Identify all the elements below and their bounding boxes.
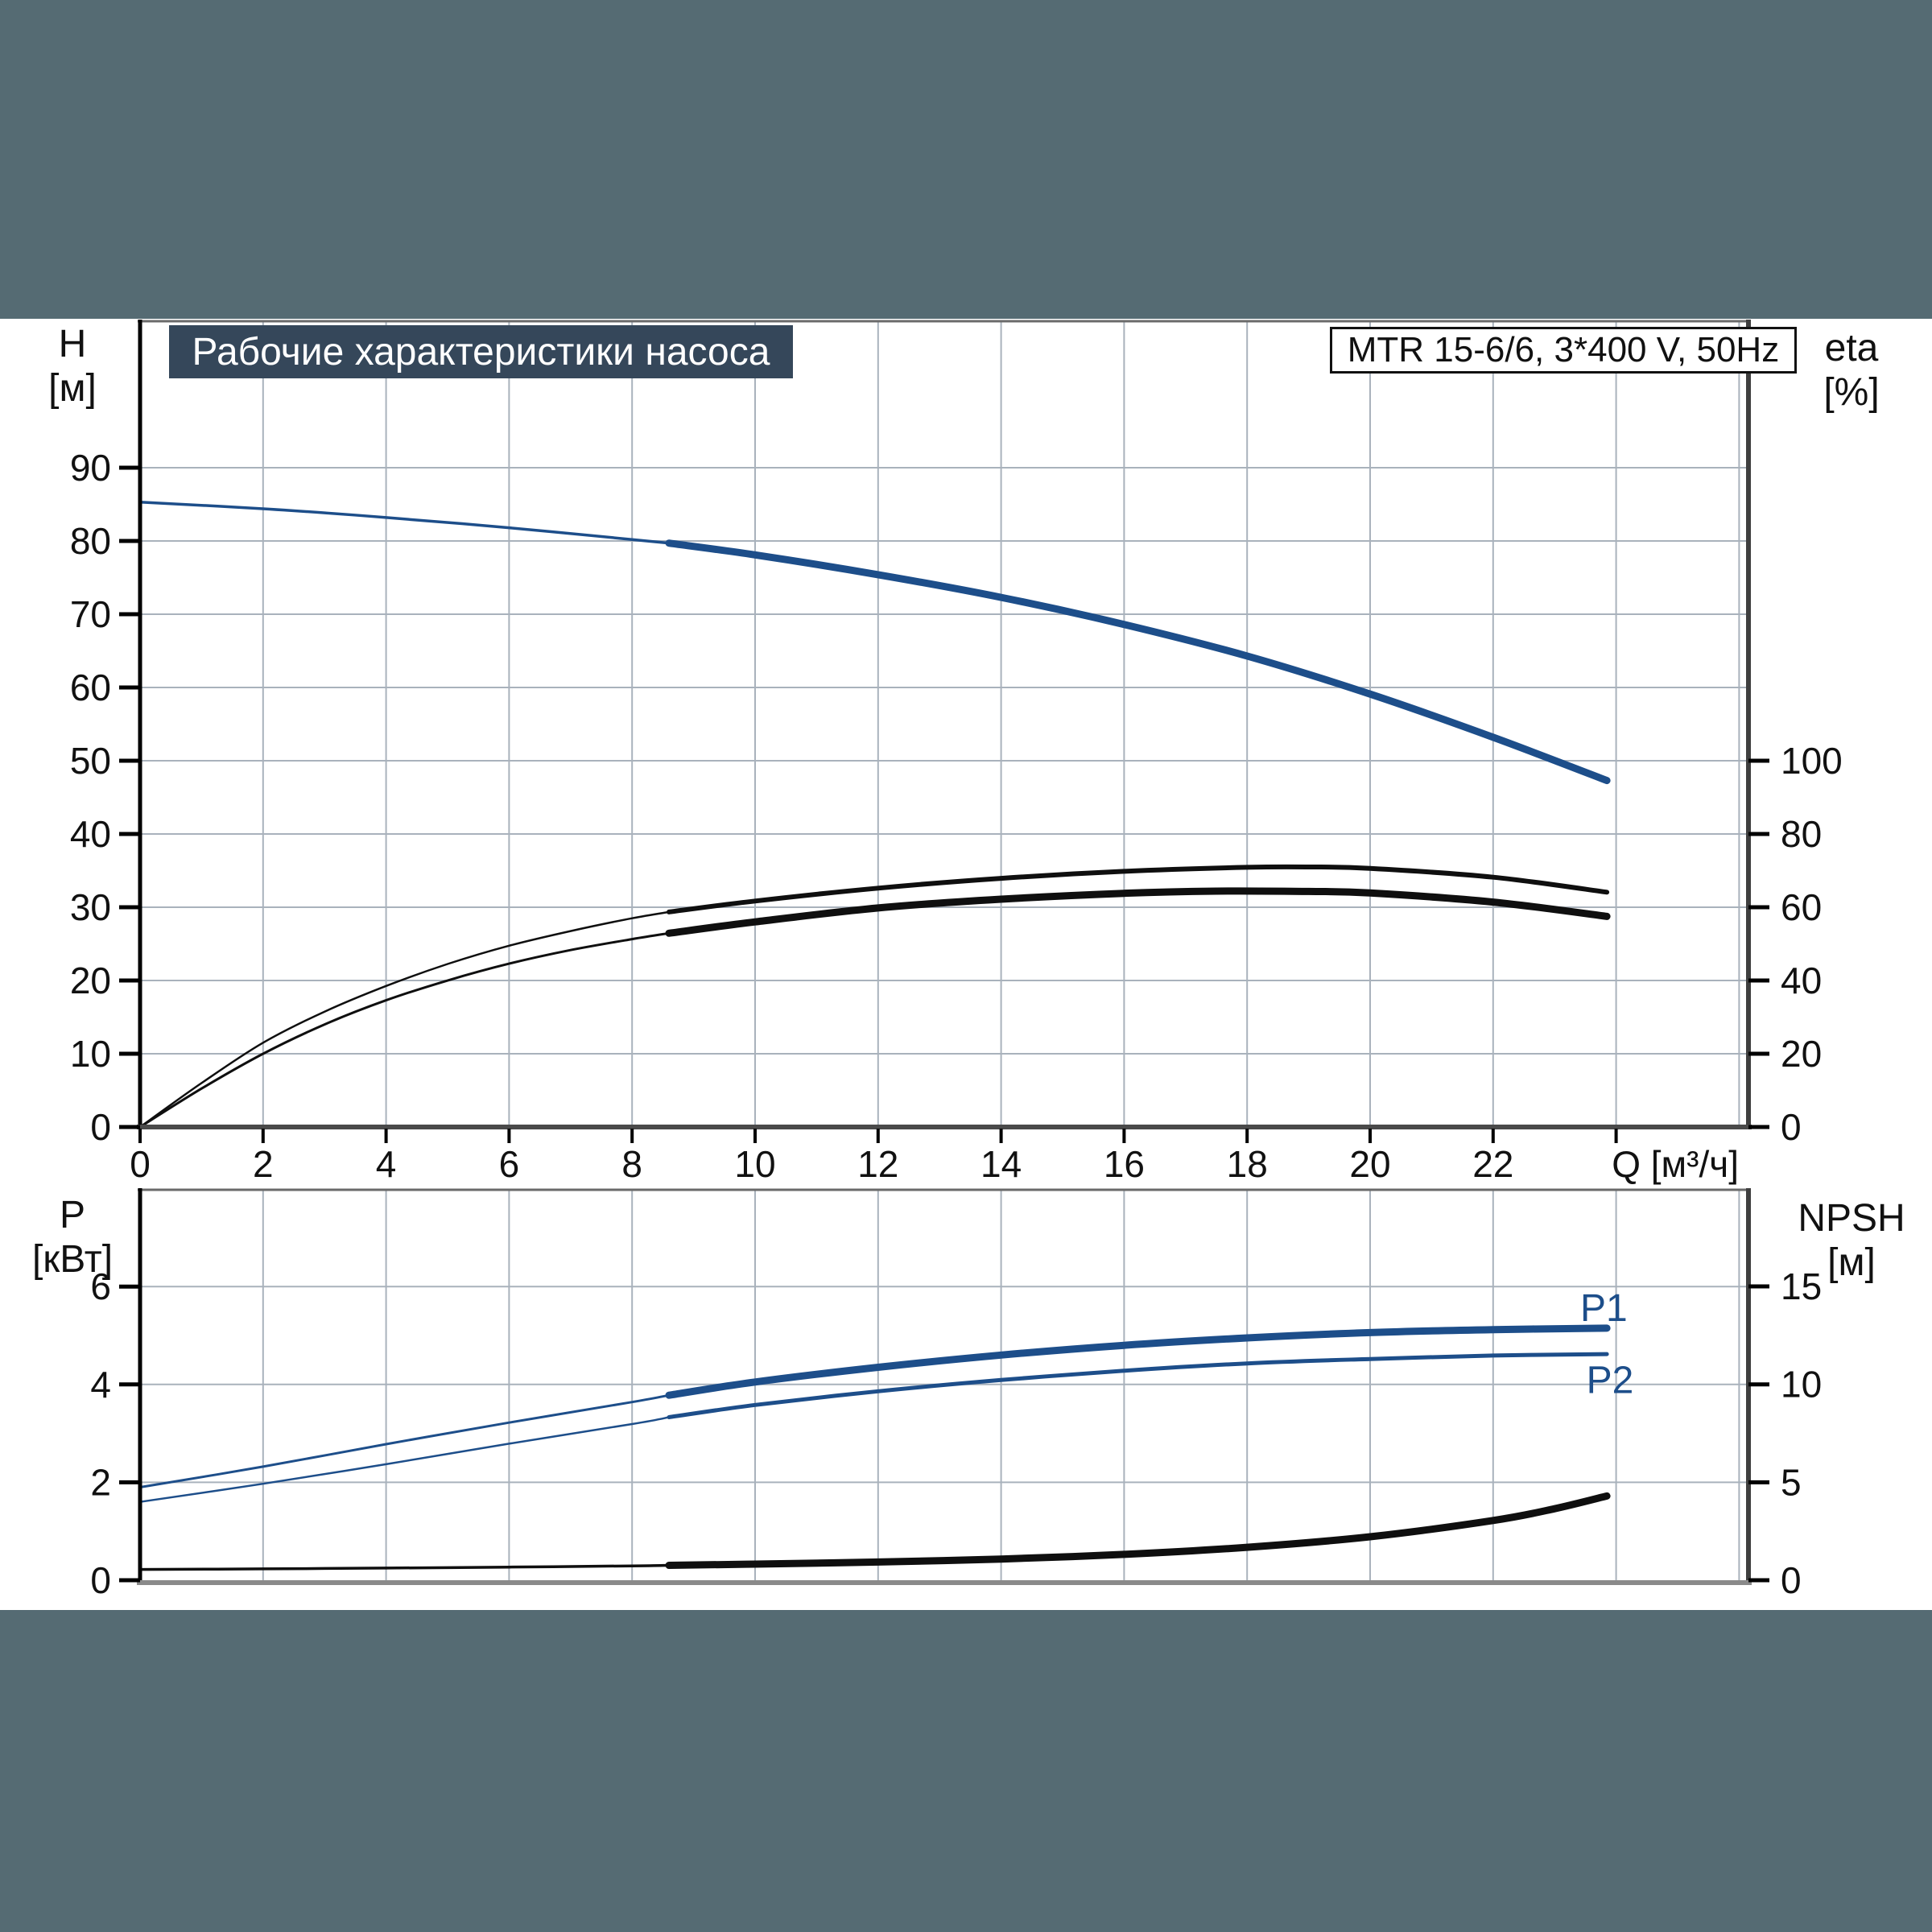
power-npsh-chart-right-tick-label: 0: [1781, 1559, 1802, 1601]
power-npsh-chart-NPSH-curve-thin: [138, 1563, 671, 1571]
head-efficiency-chart-left-tick-label: 70: [70, 593, 111, 635]
eta-axis-title-symbol: eta: [1824, 327, 1879, 369]
power-npsh-chart-left-tick-label: 2: [90, 1461, 111, 1503]
head-efficiency-chart-left-tick-label: 20: [70, 960, 111, 1001]
head-efficiency-chart-eta_upper-curve-duty: [667, 864, 1610, 914]
head-efficiency-chart-left-tick-label: 0: [90, 1106, 111, 1148]
p-axis-title-unit: [кВт]: [31, 1238, 114, 1282]
chart-title: Рабочие характеристики насоса: [169, 325, 793, 378]
h-axis-title-unit: [м]: [48, 367, 97, 411]
head-efficiency-chart-left-tick-label: 50: [70, 740, 111, 782]
head-efficiency-chart-x-tick-label: 16: [1104, 1143, 1145, 1185]
power-npsh-chart-left-tick-label: 0: [90, 1559, 111, 1601]
head-efficiency-chart-x-tick-label: 0: [130, 1143, 151, 1185]
head-efficiency-chart-x-tick-label: 2: [253, 1143, 274, 1185]
power-npsh-chart-annotation-P2: P2: [1587, 1360, 1634, 1402]
npsh-axis-title: NPSH [м]: [1783, 1196, 1920, 1285]
power-npsh-chart-NPSH-curve-duty: [665, 1492, 1611, 1569]
head-efficiency-chart-H-curve-thin: [138, 501, 671, 545]
power-npsh-chart-P2-curve-thin: [138, 1416, 671, 1503]
npsh-axis-title-unit: [м]: [1827, 1241, 1876, 1285]
power-npsh-chart-left-tick-label: 6: [90, 1265, 111, 1307]
power-npsh-chart-right-tick-label: 10: [1781, 1364, 1822, 1406]
h-axis-title: H [м]: [28, 322, 117, 411]
head-efficiency-chart-x-tick-label: 12: [857, 1143, 898, 1185]
eta-axis-title-unit: [%]: [1823, 371, 1880, 415]
npsh-axis-title-symbol: NPSH: [1798, 1197, 1905, 1240]
head-efficiency-chart-left-tick-label: 10: [70, 1033, 111, 1075]
head-efficiency-chart-eta_lower-curve-duty: [665, 887, 1611, 937]
head-efficiency-chart-eta_upper-curve-thin: [138, 910, 671, 1129]
head-efficiency-chart-x-tick-label: 18: [1227, 1143, 1268, 1185]
head-efficiency-chart-right-tick-label: 0: [1781, 1106, 1802, 1148]
head-efficiency-chart-H-curve-duty: [665, 539, 1611, 785]
head-efficiency-chart-left-tick-label: 40: [70, 813, 111, 855]
power-npsh-chart-P1-curve-thin: [138, 1393, 671, 1488]
head-efficiency-chart-left-tick-label: 30: [70, 886, 111, 928]
head-efficiency-chart-x-tick-label: 8: [621, 1143, 642, 1185]
chart-panel: [0, 319, 1932, 1610]
head-efficiency-chart-right-tick-label: 100: [1781, 740, 1843, 782]
head-efficiency-chart-x-tick-label: 6: [499, 1143, 520, 1185]
head-efficiency-chart-x-tick-label: 20: [1349, 1143, 1390, 1185]
power-npsh-chart-P1-curve-duty: [665, 1324, 1611, 1399]
pump-model-label: MTR 15-6/6, 3*400 V, 50Hz: [1330, 327, 1797, 374]
head-efficiency-chart-x-tick-label: 10: [734, 1143, 775, 1185]
power-npsh-chart-left-tick-label: 4: [90, 1364, 111, 1406]
power-npsh-chart-right-tick-label: 15: [1781, 1265, 1822, 1307]
head-efficiency-chart-x-tick-label: 4: [376, 1143, 397, 1185]
head-efficiency-chart-eta_lower-curve-thin: [138, 931, 671, 1129]
power-npsh-chart-right-tick-label: 5: [1781, 1461, 1802, 1503]
head-efficiency-chart-left-tick-label: 90: [70, 447, 111, 489]
head-efficiency-chart-left-tick-label: 80: [70, 520, 111, 562]
p-axis-title: P [кВт]: [16, 1193, 129, 1282]
head-efficiency-chart-right-tick-label: 40: [1781, 960, 1822, 1001]
power-npsh-chart-annotation-P1: P1: [1580, 1287, 1628, 1330]
head-efficiency-chart-x-tick-label: 14: [980, 1143, 1022, 1185]
h-axis-title-symbol: H: [58, 323, 87, 365]
head-efficiency-chart-right-tick-label: 60: [1781, 886, 1822, 928]
eta-axis-title: eta [%]: [1795, 326, 1908, 415]
head-efficiency-chart-right-tick-label: 20: [1781, 1033, 1822, 1075]
power-npsh-chart-P2-curve-duty: [667, 1352, 1609, 1419]
head-efficiency-chart-x-tick-label: 22: [1472, 1143, 1513, 1185]
head-efficiency-chart-left-tick-label: 60: [70, 667, 111, 708]
head-efficiency-chart-right-tick-label: 80: [1781, 813, 1822, 855]
head-efficiency-chart-x-axis-label: Q [м³/ч]: [1612, 1143, 1739, 1185]
p-axis-title-symbol: P: [59, 1194, 85, 1236]
